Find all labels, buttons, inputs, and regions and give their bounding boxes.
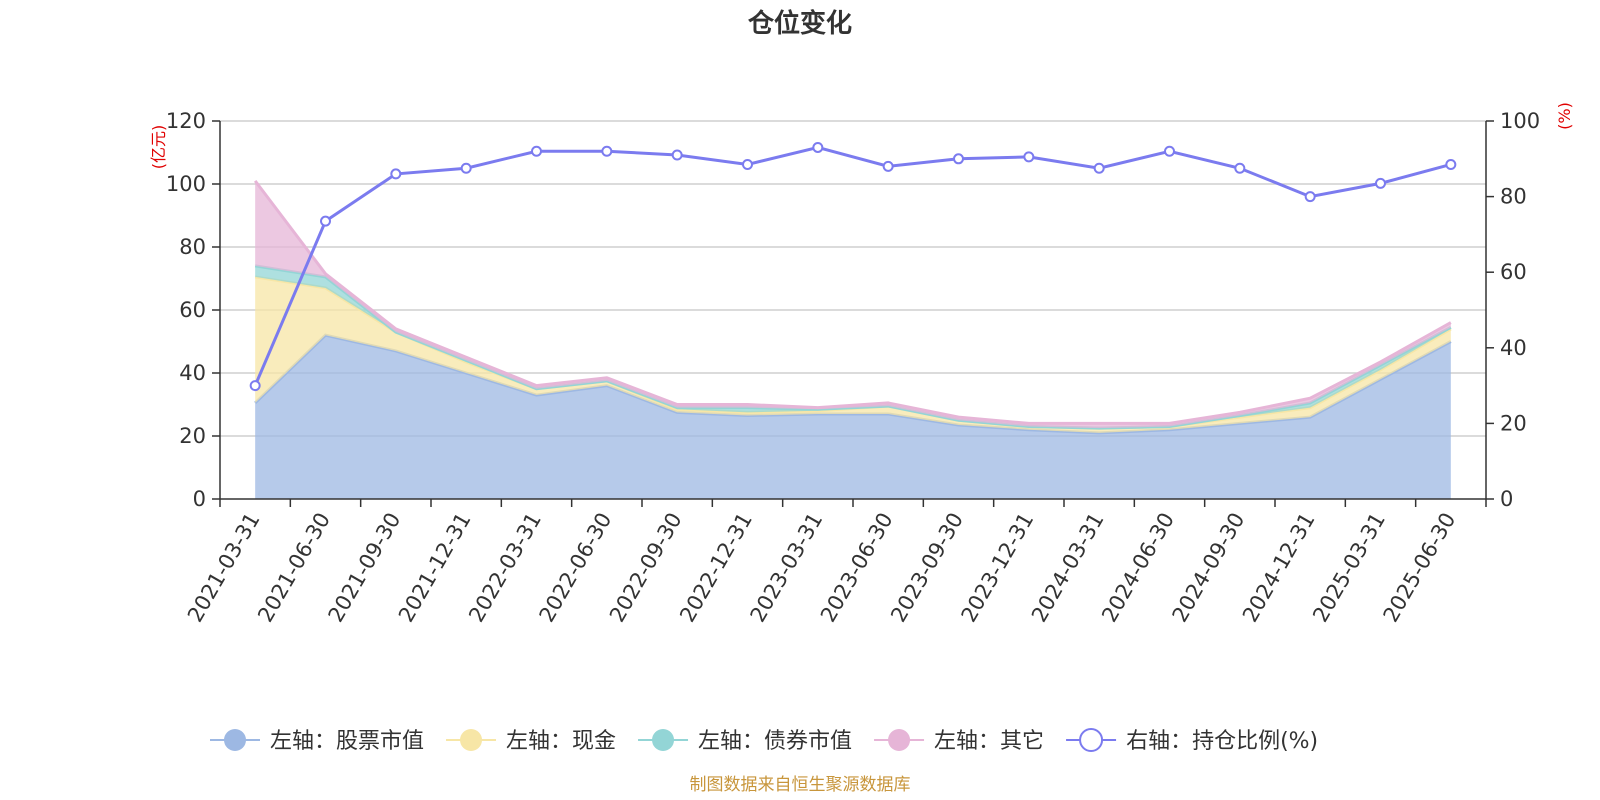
legend-label-2: 左轴：债券市值 — [698, 729, 852, 754]
x-tick-label-7: 2022-12-31 — [675, 509, 757, 627]
ratio-point-3 — [460, 162, 472, 174]
area-fill-0 — [255, 335, 1451, 499]
x-tick-label-14: 2024-09-30 — [1168, 509, 1250, 627]
ratio-point-0 — [249, 380, 261, 392]
right-axis-unit: (%) — [1555, 102, 1574, 130]
x-tick-label-12: 2024-03-31 — [1027, 509, 1109, 627]
ratio-point-16 — [1375, 177, 1386, 189]
ratio-point-14 — [1234, 162, 1246, 174]
right-tick-label-3: 60 — [1500, 260, 1527, 284]
x-tick-label-11: 2023-12-31 — [957, 509, 1039, 627]
x-tick-label-4: 2022-03-31 — [464, 509, 546, 627]
data-source-note: 制图数据来自恒生聚源数据库 — [690, 775, 911, 795]
legend-marker-3 — [888, 729, 911, 751]
x-tick-label-10: 2023-09-30 — [886, 509, 968, 627]
x-tick-label-0: 2021-03-31 — [183, 509, 265, 627]
right-tick-label-2: 40 — [1500, 336, 1527, 360]
ratio-point-8 — [812, 141, 824, 153]
legend-marker-4 — [1079, 728, 1104, 752]
area-edge-3 — [253, 179, 1452, 425]
x-tick-label-9: 2023-06-30 — [816, 509, 898, 627]
x-tick-label-13: 2024-06-30 — [1097, 509, 1179, 627]
right-tick-label-0: 0 — [1500, 487, 1513, 511]
left-tick-label-1: 20 — [179, 424, 206, 448]
x-tick-label-1: 2021-06-30 — [253, 509, 335, 627]
left-tick-label-3: 60 — [179, 298, 206, 322]
ratio-point-4 — [531, 145, 542, 157]
area-series-3 — [253, 179, 1452, 429]
right-tick-label-5: 100 — [1500, 109, 1540, 133]
ratio-point-7 — [742, 158, 753, 170]
x-tick-label-16: 2025-03-31 — [1308, 509, 1390, 627]
holding-ratio-line — [249, 141, 1457, 392]
ratio-point-17 — [1445, 158, 1457, 170]
ratio-point-5 — [601, 145, 613, 157]
legend-item-0[interactable]: 左轴：股票市值 — [210, 729, 424, 754]
legend-label-0: 左轴：股票市值 — [270, 729, 424, 754]
right-tick-label-4: 80 — [1500, 185, 1527, 209]
ratio-point-10 — [953, 153, 964, 165]
x-tick-label-17: 2025-06-30 — [1379, 509, 1461, 627]
left-tick-label-4: 80 — [179, 235, 206, 259]
x-tick-label-6: 2022-09-30 — [605, 509, 687, 627]
ratio-point-11 — [1023, 151, 1035, 163]
legend-item-2[interactable]: 左轴：债券市值 — [638, 729, 852, 754]
ratio-point-13 — [1164, 145, 1175, 157]
legend-label-3: 左轴：其它 — [934, 729, 1044, 754]
legend-label-1: 左轴：现金 — [506, 729, 616, 754]
legend-marker-0 — [224, 729, 246, 751]
x-tick-label-15: 2024-12-31 — [1238, 509, 1320, 627]
legend: 左轴：股票市值 左轴：现金 左轴：债券市值 左轴：其它 右轴：持仓比例(%) — [210, 728, 1318, 754]
legend-item-1[interactable]: 左轴：现金 — [446, 729, 616, 754]
legend-marker-1 — [460, 729, 483, 751]
ratio-point-2 — [390, 168, 402, 180]
left-tick-label-5: 100 — [166, 172, 206, 196]
chart-title: 仓位变化 — [747, 8, 852, 39]
left-tick-label-0: 0 — [193, 487, 206, 511]
legend-item-3[interactable]: 左轴：其它 — [874, 729, 1044, 754]
legend-marker-2 — [652, 729, 675, 751]
ratio-point-6 — [671, 149, 683, 161]
legend-label-4: 右轴：持仓比例(%) — [1126, 729, 1318, 754]
right-tick-label-1: 20 — [1500, 411, 1527, 435]
ratio-point-15 — [1304, 191, 1316, 203]
x-tick-label-2: 2021-09-30 — [324, 509, 406, 627]
ratio-point-9 — [882, 160, 894, 172]
x-tick-label-5: 2022-06-30 — [535, 509, 617, 627]
x-tick-label-3: 2021-12-31 — [394, 508, 476, 626]
x-tick-label-8: 2023-03-31 — [746, 509, 828, 627]
left-tick-label-6: 120 — [166, 109, 206, 133]
ratio-point-1 — [320, 215, 331, 227]
legend-item-4[interactable]: 右轴：持仓比例(%) — [1066, 728, 1318, 754]
stacked-areas — [253, 179, 1452, 499]
left-tick-label-2: 40 — [179, 361, 206, 385]
ratio-line-path — [253, 145, 1452, 387]
left-axis-unit: (亿元) — [149, 125, 168, 170]
ratio-point-12 — [1093, 162, 1105, 174]
